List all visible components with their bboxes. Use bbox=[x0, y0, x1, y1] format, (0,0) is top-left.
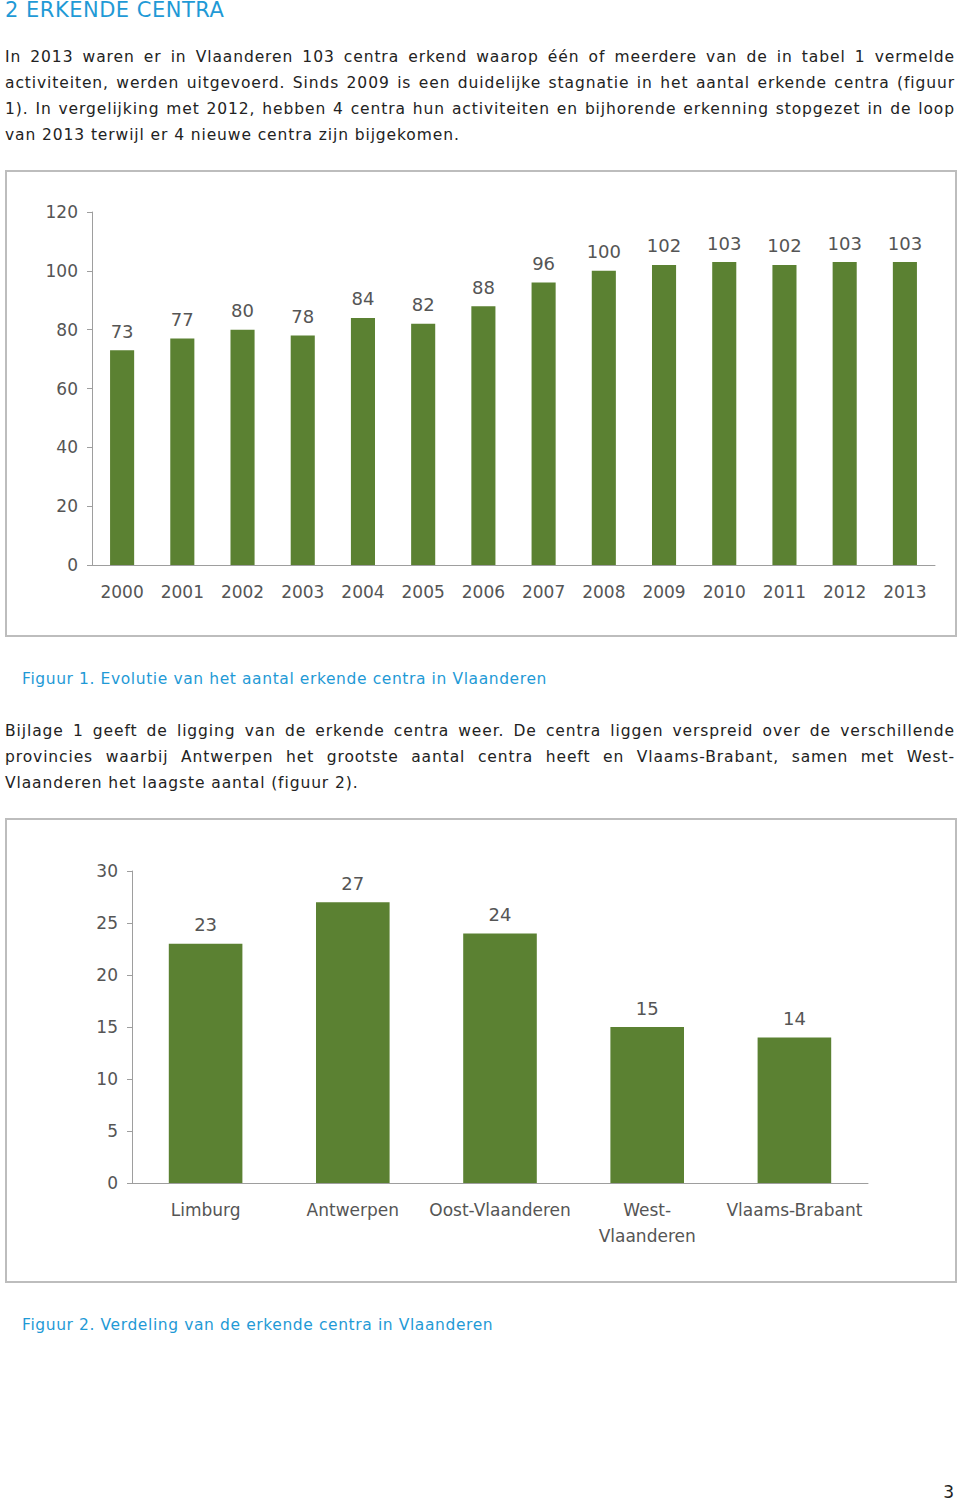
svg-text:20: 20 bbox=[56, 496, 78, 516]
svg-text:84: 84 bbox=[352, 288, 375, 309]
svg-text:23: 23 bbox=[194, 914, 217, 935]
html-text:Figuur 2. Verdeling van de erk: Figuur 2. Verdeling van de erkende centr… bbox=[22, 1316, 494, 1334]
svg-text:Vlaanderen: Vlaanderen bbox=[599, 1226, 696, 1246]
svg-text:2000: 2000 bbox=[100, 582, 143, 602]
svg-text:2013: 2013 bbox=[883, 582, 926, 602]
svg-text:0: 0 bbox=[67, 555, 78, 575]
html-text:3: 3 bbox=[943, 1482, 954, 1502]
svg-text:2004: 2004 bbox=[341, 582, 384, 602]
svg-text:120: 120 bbox=[46, 202, 78, 222]
svg-text:5: 5 bbox=[107, 1121, 118, 1141]
svg-text:2008: 2008 bbox=[582, 582, 625, 602]
svg-text:40: 40 bbox=[56, 437, 78, 457]
svg-text:80: 80 bbox=[231, 300, 254, 321]
svg-text:2006: 2006 bbox=[462, 582, 505, 602]
svg-text:2003: 2003 bbox=[281, 582, 324, 602]
svg-text:73: 73 bbox=[111, 321, 134, 342]
svg-text:2007: 2007 bbox=[522, 582, 565, 602]
svg-text:103: 103 bbox=[827, 233, 861, 254]
svg-text:West-: West- bbox=[623, 1200, 671, 1220]
svg-text:15: 15 bbox=[96, 1017, 118, 1037]
svg-text:60: 60 bbox=[56, 379, 78, 399]
svg-text:Antwerpen: Antwerpen bbox=[307, 1200, 399, 1220]
svg-text:2005: 2005 bbox=[402, 582, 445, 602]
svg-text:2012: 2012 bbox=[823, 582, 866, 602]
html-text:In 2013 waren er in Vlaanderen: In 2013 waren er in Vlaanderen 103 centr… bbox=[5, 48, 955, 144]
svg-text:2011: 2011 bbox=[763, 582, 806, 602]
svg-text:10: 10 bbox=[96, 1069, 118, 1089]
svg-text:100: 100 bbox=[46, 261, 78, 281]
svg-text:88: 88 bbox=[472, 277, 495, 298]
svg-text:30: 30 bbox=[96, 861, 118, 881]
svg-text:25: 25 bbox=[96, 913, 118, 933]
svg-text:Oost-Vlaanderen: Oost-Vlaanderen bbox=[429, 1200, 571, 1220]
svg-text:15: 15 bbox=[636, 998, 659, 1019]
svg-text:103: 103 bbox=[888, 233, 922, 254]
svg-text:14: 14 bbox=[783, 1008, 806, 1029]
svg-text:2009: 2009 bbox=[642, 582, 685, 602]
svg-text:100: 100 bbox=[587, 241, 621, 262]
svg-text:2001: 2001 bbox=[161, 582, 204, 602]
svg-text:102: 102 bbox=[767, 235, 801, 256]
svg-text:82: 82 bbox=[412, 294, 435, 315]
html-text:Bijlage 1 geeft de ligging van: Bijlage 1 geeft de ligging van de erkend… bbox=[5, 722, 955, 792]
svg-text:20: 20 bbox=[96, 965, 118, 985]
svg-text:2010: 2010 bbox=[703, 582, 746, 602]
svg-text:2002: 2002 bbox=[221, 582, 264, 602]
svg-text:96: 96 bbox=[532, 253, 555, 274]
svg-text:103: 103 bbox=[707, 233, 741, 254]
svg-text:27: 27 bbox=[341, 873, 364, 894]
svg-text:24: 24 bbox=[489, 904, 512, 925]
svg-text:77: 77 bbox=[171, 309, 194, 330]
svg-text:102: 102 bbox=[647, 235, 681, 256]
svg-text:Limburg: Limburg bbox=[171, 1200, 241, 1220]
html-text:Figuur 1. Evolutie van het aan: Figuur 1. Evolutie van het aantal erkend… bbox=[22, 670, 547, 688]
svg-text:78: 78 bbox=[291, 306, 314, 327]
svg-text:Vlaams-Brabant: Vlaams-Brabant bbox=[726, 1200, 862, 1220]
svg-text:0: 0 bbox=[107, 1173, 118, 1193]
svg-text:80: 80 bbox=[56, 320, 78, 340]
